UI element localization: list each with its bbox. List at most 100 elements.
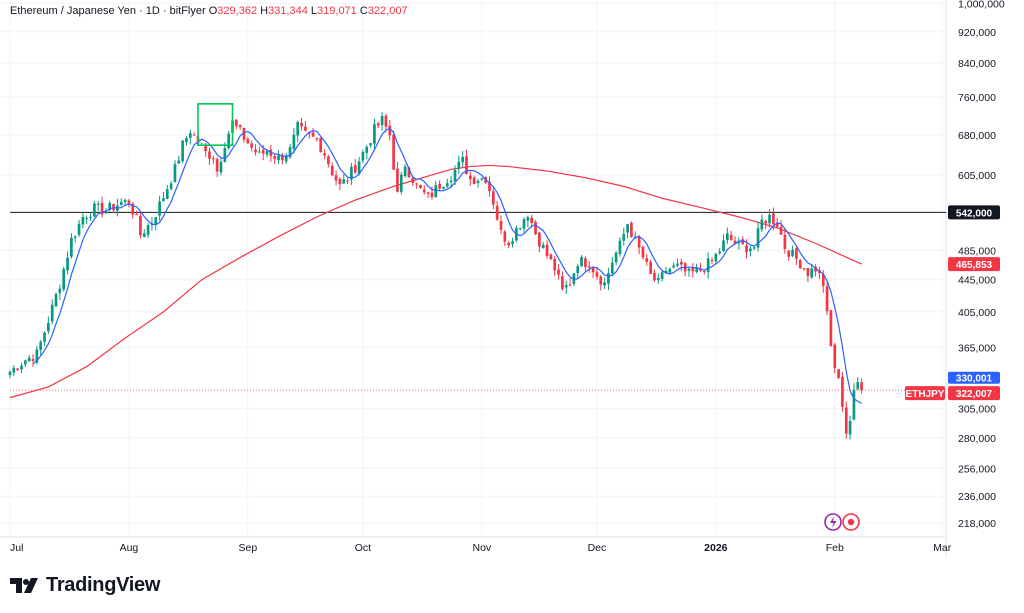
- x-tick-label: Dec: [588, 542, 607, 554]
- tradingview-branding[interactable]: TradingView: [10, 574, 160, 597]
- symbol-tag-label: ETHJPY: [906, 389, 945, 400]
- candle-body: [284, 155, 288, 162]
- candle-body: [729, 234, 733, 240]
- time-axis[interactable]: Jul Aug Sep Oct Nov Dec 2026 Feb Mar: [10, 542, 952, 554]
- candle-body: [492, 191, 495, 205]
- candle-body: [860, 382, 863, 391]
- candle-body: [476, 180, 480, 183]
- candle-body: [211, 158, 215, 160]
- candle-body: [62, 269, 66, 290]
- candle-body: [277, 155, 280, 161]
- candle-body: [403, 166, 407, 177]
- candle-body: [810, 268, 814, 278]
- candle-body: [726, 233, 729, 241]
- candle-body: [131, 203, 135, 215]
- tradingview-wordmark: TradingView: [46, 574, 161, 596]
- candle-body: [304, 126, 307, 131]
- candle-body: [844, 407, 848, 434]
- candle-body: [568, 284, 572, 286]
- candle-body: [591, 267, 595, 273]
- candle-body: [12, 367, 16, 373]
- candle-body: [315, 138, 319, 140]
- candle-body: [553, 258, 557, 271]
- close-label: C: [359, 5, 368, 17]
- candle-body: [66, 257, 69, 271]
- candle-body: [54, 293, 58, 307]
- candle-body: [104, 211, 108, 214]
- candle-body: [407, 167, 411, 178]
- ma-fast-tag-label: 330,001: [956, 374, 993, 385]
- candle-body: [70, 237, 73, 257]
- candle-body: [426, 192, 430, 194]
- candle-body: [376, 123, 380, 126]
- candle-body: [442, 186, 445, 189]
- candle-body: [27, 357, 31, 362]
- candle-body: [733, 240, 737, 245]
- candle-body: [449, 180, 453, 183]
- candle-body: [419, 185, 422, 188]
- candle-body: [798, 260, 802, 269]
- y-tick-label: 280,000: [958, 433, 996, 445]
- candle-body: [261, 150, 265, 154]
- candle-body: [108, 203, 112, 210]
- candle-body: [430, 192, 434, 197]
- candle-body: [706, 258, 710, 273]
- ma-slow-tag-label: 465,853: [956, 260, 993, 271]
- candle-body: [856, 381, 860, 389]
- candle-body: [445, 183, 449, 187]
- candle-body: [89, 216, 92, 218]
- x-tick-label: Aug: [120, 542, 139, 554]
- x-tick-label: Feb: [826, 542, 844, 554]
- candle-body: [415, 183, 418, 185]
- candle-body: [215, 159, 219, 172]
- candle-body: [587, 266, 591, 268]
- candle-body: [396, 168, 399, 192]
- candle-body: [775, 223, 779, 227]
- x-tick-label: Oct: [355, 542, 371, 554]
- lightning-glyph-icon: [830, 516, 837, 528]
- ma-slow-tag-bg: [948, 257, 1000, 272]
- ma-fast-tag-bg: [948, 371, 1000, 384]
- candle-body: [695, 267, 698, 272]
- candle-body: [660, 272, 664, 279]
- highlight-rectangle[interactable]: [197, 103, 234, 146]
- candle-body: [296, 122, 300, 136]
- candle-body: [39, 341, 43, 350]
- candle-body: [265, 151, 269, 155]
- candle-body: [392, 134, 395, 170]
- candle-body: [518, 228, 522, 230]
- candle-body: [465, 156, 468, 175]
- candle-body: [764, 221, 768, 224]
- price-axis[interactable]: 1,000,000 920,000 840,000 760,000 680,000 605…: [958, 0, 1005, 530]
- candle-body: [641, 246, 645, 258]
- candle-body: [499, 220, 503, 230]
- candle-body: [20, 365, 23, 370]
- candle-body: [219, 161, 223, 173]
- candle-body: [622, 234, 626, 241]
- candle-body: [649, 261, 652, 274]
- candle-body: [511, 241, 514, 244]
- y-tick-label: 840,000: [958, 58, 996, 70]
- candle-body: [281, 155, 284, 161]
- tradingview-logo-icon: [10, 577, 38, 593]
- candle-body: [100, 202, 104, 215]
- chart-legend-header: Ethereum / Japanese Yen · 1D · bitFlyer …: [10, 5, 408, 17]
- candle-body: [338, 178, 342, 185]
- candle-body: [158, 201, 161, 216]
- last-price-tag-bg: [948, 386, 1000, 401]
- ma-fast-path: [32, 127, 862, 404]
- candle-body: [561, 276, 564, 289]
- candle-body: [422, 189, 426, 193]
- candle-body: [453, 169, 457, 182]
- candle-body: [672, 265, 675, 268]
- candle-body: [599, 276, 603, 285]
- candle-body: [557, 269, 560, 275]
- candle-body: [146, 225, 150, 235]
- candle-body: [350, 166, 353, 180]
- x-tick-label: Nov: [472, 542, 491, 554]
- candle-body: [165, 189, 169, 199]
- candle-body: [119, 201, 123, 206]
- candle-body: [346, 180, 349, 182]
- candle-body: [188, 133, 192, 138]
